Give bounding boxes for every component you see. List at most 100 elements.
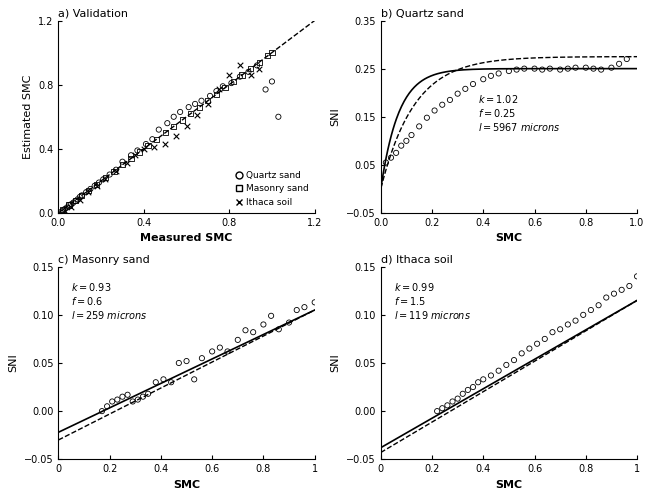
Point [616, 286, 627, 294]
Point [486, 372, 496, 379]
Point [537, 66, 547, 74]
Point [240, 326, 251, 334]
Point [100, 175, 110, 183]
Point [458, 390, 468, 398]
Point [108, 167, 119, 175]
Point [570, 317, 581, 325]
Point [81, 188, 91, 196]
Point [150, 143, 160, 151]
Point [601, 293, 611, 301]
Point [83, 188, 93, 196]
Point [248, 328, 259, 336]
Point [66, 200, 76, 208]
Point [232, 336, 243, 344]
Point [632, 272, 643, 280]
Point [135, 148, 145, 156]
Point [168, 113, 179, 121]
Point [76, 191, 87, 199]
Point [74, 193, 85, 201]
Point [91, 180, 102, 188]
Point [586, 306, 596, 314]
Point [274, 325, 284, 333]
Point [214, 86, 224, 94]
Point [147, 135, 157, 143]
Point [266, 78, 277, 86]
Point [217, 82, 228, 90]
Text: a) Validation: a) Validation [58, 8, 129, 18]
Point [588, 65, 599, 73]
Point [453, 90, 463, 98]
Point [396, 141, 406, 149]
Point [252, 61, 263, 69]
Point [310, 298, 320, 306]
Point [442, 401, 453, 409]
Point [166, 378, 176, 386]
Point [97, 407, 107, 415]
Point [503, 67, 514, 75]
Point [190, 100, 200, 108]
Point [197, 354, 207, 362]
Point [555, 66, 565, 74]
Point [168, 123, 179, 130]
Point [606, 64, 616, 72]
Point [126, 154, 136, 162]
Point [126, 151, 136, 159]
Point [183, 103, 194, 111]
Point [609, 290, 619, 298]
Point [381, 158, 391, 166]
Point [511, 66, 522, 74]
Point [76, 191, 87, 199]
Point [478, 75, 488, 83]
Legend: Quartz sand, Masonry sand, Ithaca soil: Quartz sand, Masonry sand, Ithaca soil [234, 169, 310, 209]
Point [563, 65, 573, 73]
Point [494, 69, 504, 77]
Point [158, 375, 168, 383]
Point [563, 321, 573, 329]
Y-axis label: SNI: SNI [330, 354, 341, 373]
Point [59, 208, 70, 216]
Point [524, 345, 535, 353]
Text: d) Ithaca soil: d) Ithaca soil [381, 254, 453, 264]
Point [299, 303, 310, 311]
Point [182, 357, 192, 365]
Point [174, 359, 184, 367]
Point [140, 140, 151, 148]
Point [530, 65, 540, 73]
X-axis label: SMC: SMC [173, 480, 200, 490]
Point [501, 361, 511, 369]
Point [222, 348, 232, 356]
Point [519, 65, 530, 73]
Point [143, 141, 153, 149]
Point [422, 114, 432, 122]
Point [68, 199, 78, 207]
Point [64, 201, 74, 209]
Point [151, 135, 162, 143]
Text: $k = 0.93$
$f =0.6$
$l=259\ microns$: $k = 0.93$ $f =0.6$ $l=259\ microns$ [71, 281, 148, 321]
Point [83, 187, 93, 195]
Point [100, 174, 110, 182]
Point [111, 166, 121, 174]
Point [112, 395, 123, 403]
Point [624, 282, 635, 290]
Point [185, 110, 196, 118]
Point [66, 203, 76, 211]
Point [182, 123, 192, 130]
Point [94, 179, 104, 187]
Point [229, 78, 239, 86]
Point [74, 196, 85, 204]
Point [127, 397, 138, 405]
Point [622, 55, 632, 63]
Point [226, 79, 236, 87]
Point [445, 96, 455, 104]
Point [207, 348, 217, 356]
Point [122, 391, 133, 399]
Point [386, 154, 396, 162]
Point [121, 159, 132, 167]
Point [107, 397, 118, 405]
Point [532, 340, 542, 348]
Point [202, 100, 213, 108]
Point [463, 386, 473, 394]
Point [133, 395, 143, 403]
Point [57, 206, 68, 214]
Point [138, 145, 149, 153]
